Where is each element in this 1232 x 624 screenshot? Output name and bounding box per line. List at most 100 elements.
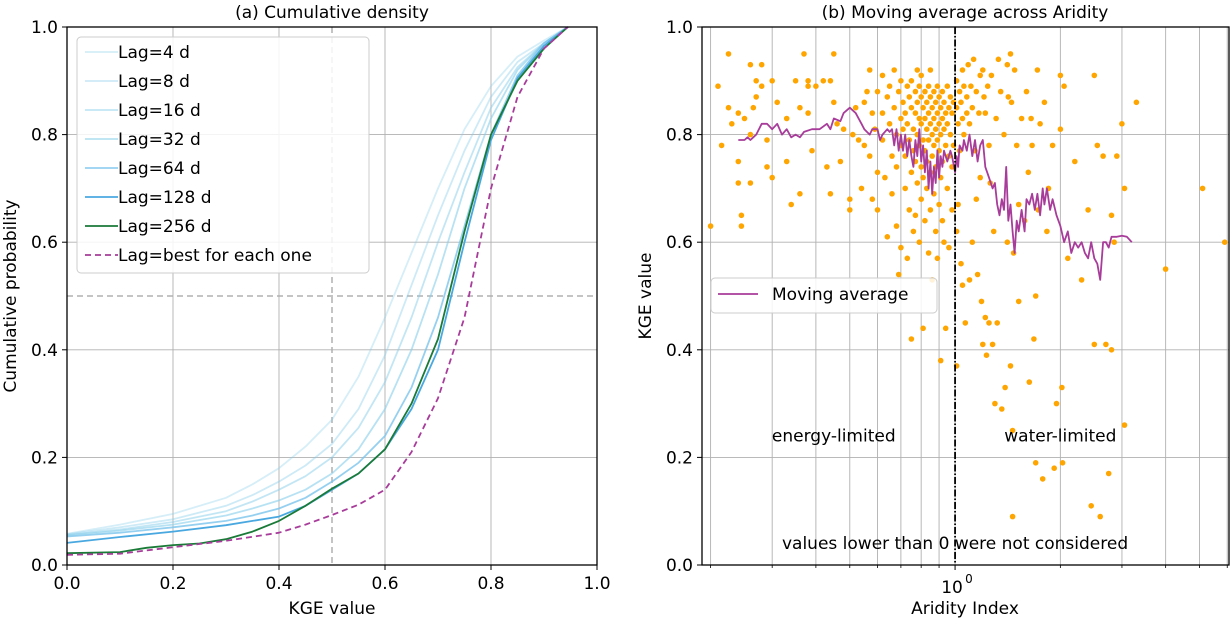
scatter-point <box>931 115 937 122</box>
scatter-point <box>931 142 937 149</box>
annotation-text: values lower than 0 were not considered <box>782 534 1128 554</box>
scatter-point <box>944 185 951 192</box>
scatter-point <box>750 104 757 111</box>
scatter-point <box>805 83 811 89</box>
scatter-point <box>966 121 973 127</box>
scatter-point <box>969 239 976 245</box>
y-tick-label: 0.2 <box>31 448 58 468</box>
scatter-point <box>968 83 974 89</box>
scatter-point <box>966 277 973 283</box>
scatter-point <box>1028 115 1034 122</box>
scatter-point <box>934 110 941 116</box>
scatter-point <box>861 99 868 106</box>
scatter-point <box>1053 400 1060 407</box>
scatter-point <box>908 78 915 84</box>
scatter-point <box>889 191 895 197</box>
scatter-point <box>995 56 1002 63</box>
scatter-point <box>925 137 932 143</box>
scatter-point <box>747 180 754 186</box>
scatter-point <box>937 104 944 111</box>
scatter-point <box>1111 239 1117 245</box>
scatter-point <box>738 212 745 219</box>
legend-box <box>76 36 370 274</box>
x-axis-label: Aridity Index <box>911 599 1019 619</box>
scatter-point <box>1121 185 1128 192</box>
scatter-point <box>902 110 908 116</box>
scatter-point <box>1088 503 1094 509</box>
scatter-point <box>929 153 935 159</box>
scatter-point <box>764 164 770 170</box>
scatter-point <box>959 67 966 73</box>
scatter-point <box>976 110 982 116</box>
scatter-point <box>1121 422 1128 428</box>
legend-label: Lag=16 d <box>118 101 201 121</box>
scatter-point <box>827 78 834 84</box>
scatter-point <box>910 126 917 132</box>
x-tick-label: 0.4 <box>265 574 292 594</box>
scatter-point <box>900 126 906 132</box>
legend-label: Lag=64 d <box>118 159 201 179</box>
scatter-point <box>1061 83 1067 89</box>
scatter-point <box>866 67 873 73</box>
scatter-point <box>1002 384 1008 391</box>
scatter-point <box>861 142 868 149</box>
panel-cumulative-density: 0.0 0.2 0.4 0.6 0.8 1.0 0.0 0.2 0.4 0.6 0.8 1.0 (a)… <box>1 3 611 619</box>
scatter-point <box>769 174 775 181</box>
scatter-point <box>927 121 934 127</box>
scatter-point <box>774 99 780 106</box>
scatter-point <box>1032 460 1039 466</box>
scatter-point <box>946 104 952 111</box>
scatter-point <box>840 126 847 132</box>
scatter-point <box>1133 99 1140 106</box>
scatter-point <box>783 158 790 165</box>
scatter-point <box>1162 266 1169 272</box>
scatter-point <box>920 137 926 143</box>
scatter-point <box>1049 142 1056 149</box>
scatter-point <box>920 325 926 332</box>
moving-average-series <box>738 106 1133 281</box>
scatter-point <box>1029 142 1035 149</box>
scatter-point <box>1105 470 1112 477</box>
legend-label: Lag=32 d <box>118 130 201 150</box>
scatter-point <box>1015 201 1022 208</box>
y-tick-label: 0.0 <box>666 556 693 576</box>
scatter-point <box>980 67 986 73</box>
scatter-point <box>937 357 944 364</box>
scatter-point <box>977 174 983 181</box>
scatter-point <box>918 196 924 202</box>
y-tick-label: 0.0 <box>31 556 58 576</box>
scatter-point <box>783 115 790 122</box>
scatter-point <box>908 336 915 342</box>
scatter-point <box>715 83 721 89</box>
series-line-lag-8-d <box>66 26 569 536</box>
legend-label: Moving average <box>772 285 908 305</box>
scatter-point <box>904 255 911 262</box>
scatter-point <box>934 83 941 89</box>
scatter-point <box>989 341 996 348</box>
scatter-point <box>893 164 900 170</box>
scatter-point <box>813 83 819 89</box>
scatter-point <box>850 131 856 138</box>
scatter-point <box>1094 142 1101 149</box>
scatter-point <box>918 94 924 100</box>
scatter-point <box>932 99 939 106</box>
scatter-point <box>978 298 985 305</box>
scatter-point <box>718 142 725 149</box>
scatter-point <box>944 121 951 127</box>
scatter-point <box>1039 476 1046 482</box>
scatter-point <box>820 78 827 84</box>
scatter-point <box>908 104 915 111</box>
scatter-point <box>1034 67 1041 73</box>
scatter-point <box>980 341 986 348</box>
scatter-point <box>1085 207 1091 213</box>
scatter-point <box>895 88 902 95</box>
scatter-point <box>847 196 853 202</box>
scatter-point <box>936 201 942 208</box>
scatter-point <box>922 217 928 224</box>
scatter-point <box>1100 153 1106 159</box>
scatter-point <box>927 67 934 73</box>
scatter-point <box>801 51 807 57</box>
x-tick-label: 10 <box>941 578 963 598</box>
scatter-point <box>986 320 992 326</box>
legend-box <box>710 277 938 314</box>
